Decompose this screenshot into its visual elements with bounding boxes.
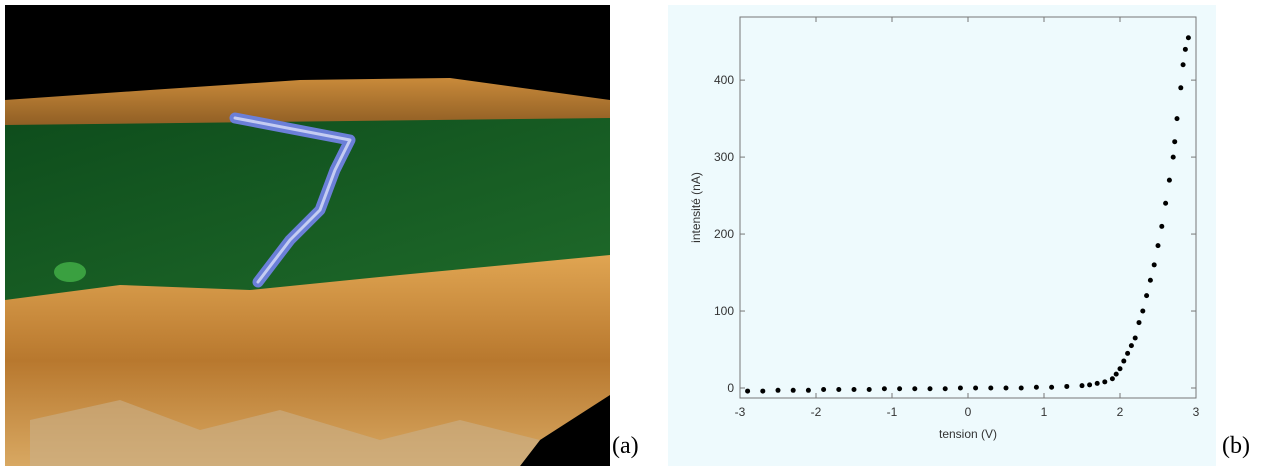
point bbox=[1121, 358, 1127, 364]
point bbox=[897, 386, 903, 392]
point bbox=[988, 385, 994, 391]
y-axis-label: intensité (nA) bbox=[689, 172, 703, 243]
chart-background bbox=[668, 5, 1216, 466]
point bbox=[1132, 335, 1138, 341]
y-tick-label: 0 bbox=[727, 381, 734, 395]
point bbox=[1174, 116, 1180, 122]
x-axis-label: tension (V) bbox=[939, 427, 997, 441]
point bbox=[1079, 383, 1085, 389]
point bbox=[1178, 85, 1184, 91]
point bbox=[1003, 385, 1009, 391]
point bbox=[775, 387, 781, 393]
y-tick-label: 100 bbox=[714, 304, 734, 318]
point bbox=[1087, 382, 1093, 388]
x-tick-label: 2 bbox=[1117, 405, 1124, 419]
point bbox=[1159, 223, 1165, 229]
x-tick-label: -3 bbox=[735, 405, 746, 419]
y-tick-label: 200 bbox=[714, 227, 734, 241]
point bbox=[1117, 366, 1123, 372]
point bbox=[1155, 243, 1161, 249]
point bbox=[1109, 376, 1115, 382]
point bbox=[1140, 308, 1146, 314]
point bbox=[1125, 350, 1131, 356]
point bbox=[942, 386, 948, 392]
panel-label: (b) bbox=[1222, 433, 1250, 459]
point bbox=[745, 388, 751, 394]
point bbox=[881, 386, 887, 392]
point bbox=[1170, 154, 1176, 160]
point bbox=[1172, 139, 1178, 145]
point bbox=[1163, 200, 1169, 206]
point bbox=[790, 387, 796, 393]
point bbox=[1180, 62, 1186, 68]
point bbox=[1147, 277, 1153, 283]
point bbox=[1166, 177, 1172, 183]
panel-label: (a) bbox=[612, 433, 639, 459]
x-tick-label: -2 bbox=[811, 405, 822, 419]
point bbox=[957, 385, 963, 391]
point bbox=[836, 387, 842, 393]
y-tick-label: 400 bbox=[714, 73, 734, 87]
x-tick-label: 1 bbox=[1041, 405, 1048, 419]
point bbox=[760, 388, 766, 394]
point bbox=[1185, 35, 1191, 41]
point bbox=[866, 387, 872, 393]
point bbox=[1094, 380, 1100, 386]
point bbox=[1102, 379, 1108, 385]
point bbox=[973, 385, 979, 391]
point bbox=[1018, 385, 1024, 391]
point bbox=[851, 387, 857, 393]
point bbox=[1136, 320, 1142, 326]
point bbox=[927, 386, 933, 392]
point bbox=[821, 387, 827, 393]
point bbox=[1064, 383, 1070, 389]
y-tick-label: 300 bbox=[714, 150, 734, 164]
point bbox=[1151, 262, 1157, 268]
afm-image bbox=[5, 5, 610, 466]
point bbox=[1144, 293, 1150, 299]
point bbox=[912, 386, 918, 392]
point bbox=[1128, 343, 1134, 349]
point bbox=[1113, 371, 1119, 377]
point bbox=[1049, 384, 1055, 390]
x-tick-label: 3 bbox=[1193, 405, 1200, 419]
x-tick-label: 0 bbox=[965, 405, 972, 419]
point bbox=[1033, 384, 1039, 390]
point bbox=[1182, 46, 1188, 52]
point bbox=[805, 387, 811, 393]
x-tick-label: -1 bbox=[887, 405, 898, 419]
plot: -3 -2 -1 0 1 2 3 0 100 200 300 400 tension (V) intens… bbox=[689, 16, 1200, 441]
